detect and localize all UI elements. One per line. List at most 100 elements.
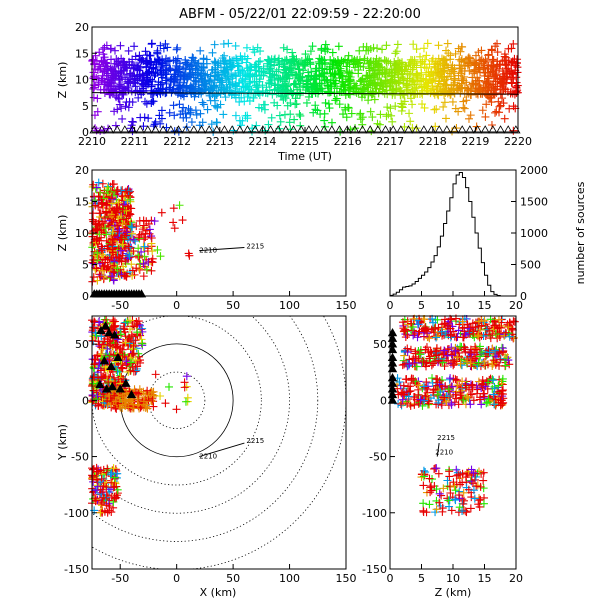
time-height-point: [246, 62, 255, 71]
time-height-point: [226, 58, 235, 67]
time-height-point: [100, 53, 109, 62]
time-height-point: [487, 93, 496, 102]
time-height-point: [147, 98, 156, 107]
time-height-point: [347, 109, 356, 118]
time-height-point: [259, 100, 268, 109]
time-height-point: [344, 51, 353, 60]
time-height-point: [456, 47, 465, 56]
time-height-point: [332, 94, 341, 103]
time-height-point: [372, 84, 381, 93]
x-y-track: 2210 2215: [199, 437, 264, 461]
time-height-point: [145, 68, 154, 77]
z-y-point: [400, 351, 409, 360]
z-y-ytick-label: 50: [373, 338, 387, 351]
time-height-point: [303, 79, 312, 88]
time-height-point: [358, 74, 367, 83]
x-z-ytick-label: 15: [75, 196, 89, 209]
time-height-point: [296, 76, 305, 85]
z-y-point: [425, 500, 434, 509]
time-height-point: [157, 106, 166, 115]
time-height-point: [292, 71, 301, 80]
time-height-yticks: 0 5 10 15 20: [75, 21, 97, 139]
time-height-point: [189, 54, 198, 63]
time-height-point: [482, 100, 491, 109]
time-height-point: [433, 59, 442, 68]
z-y-track-label-end: 2215: [437, 434, 455, 442]
x-y-range-rings: [92, 316, 346, 569]
z-y-point: [430, 464, 439, 473]
time-height-point: [337, 57, 346, 66]
time-height-point: [196, 109, 205, 118]
x-y-points: [88, 315, 192, 517]
time-height-point: [268, 90, 277, 99]
z-y-point: [406, 401, 415, 410]
x-y-point: [180, 383, 189, 392]
time-height-point: [332, 61, 341, 70]
time-height-point: [285, 118, 294, 127]
time-height-point: [188, 53, 197, 62]
time-height-point: [238, 76, 247, 85]
time-height-point: [90, 74, 99, 83]
time-height-point: [170, 111, 179, 120]
time-height-point: [284, 81, 293, 90]
time-height-point: [99, 58, 108, 67]
time-height-point: [250, 61, 259, 70]
time-height-point: [235, 97, 244, 106]
time-height-point: [213, 103, 222, 112]
time-height-xtick-label: 2212: [163, 135, 191, 148]
time-height-point: [475, 85, 484, 94]
time-height-point: [231, 111, 240, 120]
x-z-point: [169, 218, 178, 227]
time-height-point: [311, 67, 320, 76]
time-height-point: [163, 57, 172, 66]
time-height-point: [109, 71, 118, 80]
time-height-point: [242, 43, 251, 52]
z-y-point: [445, 467, 454, 476]
time-height-point: [335, 87, 344, 96]
time-height-point: [368, 66, 377, 75]
time-height-point: [507, 66, 516, 75]
time-height-point: [388, 85, 397, 94]
time-height-point: [378, 85, 387, 94]
time-height-point: [254, 103, 263, 112]
histogram-yticks: 0 500 1000 1500 2000: [511, 164, 548, 303]
z-y-xtick-label: 10: [446, 572, 460, 585]
time-height-point: [111, 74, 120, 83]
time-height-point: [106, 78, 115, 87]
x-y-track-label-start: 2210: [199, 453, 217, 461]
time-height-point: [484, 50, 493, 59]
time-height-point: [352, 88, 361, 97]
time-height-point: [115, 100, 124, 109]
x-z-point: [135, 251, 144, 260]
time-height-point: [323, 45, 332, 54]
x-y-point: [165, 382, 174, 391]
time-height-xtick-label: 2213: [206, 135, 234, 148]
time-height-point: [324, 84, 333, 93]
time-height-point: [121, 102, 130, 111]
time-height-point: [439, 102, 448, 111]
x-y-point: [151, 370, 160, 379]
time-height-point: [471, 66, 480, 75]
time-height-point: [295, 83, 304, 92]
time-height-point: [282, 82, 291, 91]
time-height-point: [256, 47, 265, 56]
time-height-point: [406, 117, 415, 126]
time-height-point: [492, 107, 501, 116]
x-z-point: [91, 265, 100, 274]
time-height-point: [344, 104, 353, 113]
time-height-point: [376, 110, 385, 119]
time-height-point: [501, 64, 510, 73]
time-height-point: [345, 68, 354, 77]
time-height-point: [150, 57, 159, 66]
time-height-point: [250, 48, 259, 57]
time-height-point: [121, 73, 130, 82]
time-height-point: [196, 46, 205, 55]
time-height-point: [493, 48, 502, 57]
x-z-point: [178, 216, 187, 225]
time-height-point: [311, 101, 320, 110]
time-height-point: [287, 88, 296, 97]
x-z-xtick-label: 50: [226, 299, 240, 312]
time-height-point: [162, 61, 171, 70]
time-height-point: [403, 67, 412, 76]
time-height-point: [219, 110, 228, 119]
